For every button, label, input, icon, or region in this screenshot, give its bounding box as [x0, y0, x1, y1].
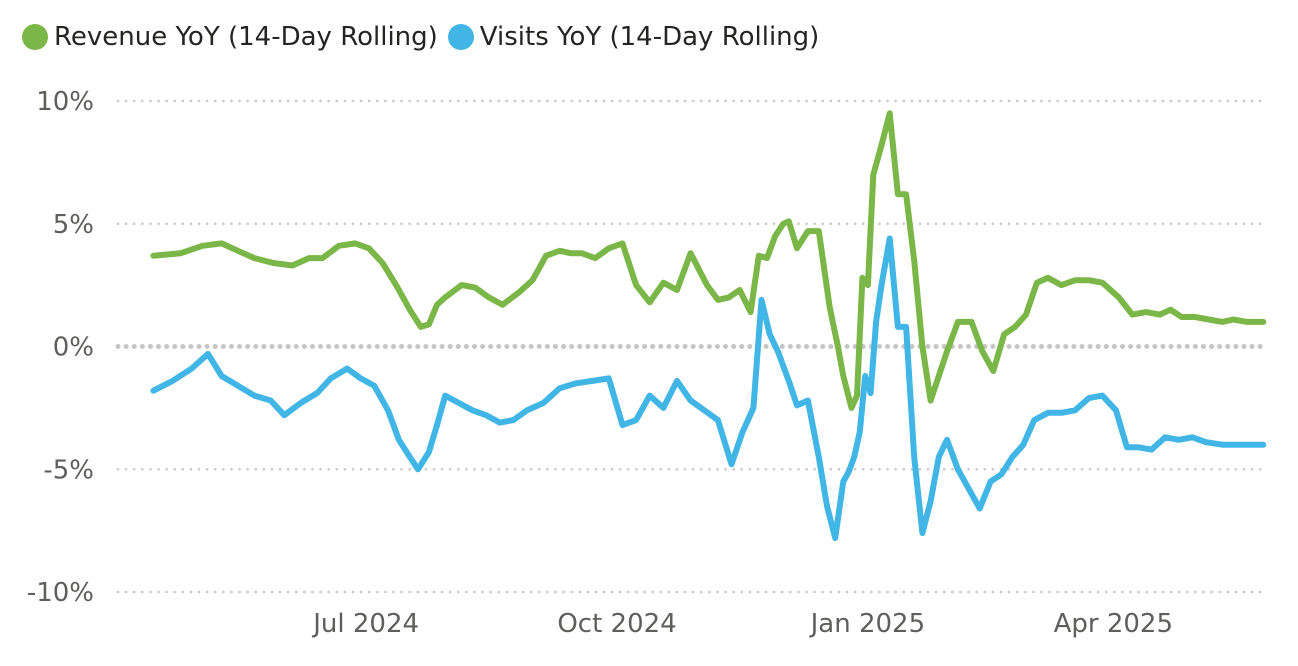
- x-tick-label: Apr 2025: [1054, 609, 1173, 639]
- y-axis: 10% 5% 0% -5% -10%: [27, 87, 94, 608]
- x-axis: Jul 2024 Oct 2024 Jan 2025 Apr 2025: [311, 609, 1173, 639]
- x-tick-label: Jan 2025: [809, 609, 926, 639]
- legend-marker-visits: [447, 24, 474, 50]
- y-tick-label: 5%: [53, 210, 94, 240]
- gridlines: [115, 99, 1269, 594]
- series-line-visits[interactable]: [150, 235, 1267, 541]
- legend-label-visits: Visits YoY (14-Day Rolling): [479, 22, 820, 52]
- legend-label-revenue: Revenue YoY (14-Day Rolling): [54, 22, 438, 52]
- x-tick-label: Oct 2024: [557, 609, 676, 639]
- series-line-revenue[interactable]: [150, 110, 1267, 411]
- y-tick-label: -5%: [43, 455, 94, 485]
- legend-item-revenue[interactable]: Revenue YoY (14-Day Rolling): [22, 22, 438, 52]
- legend-marker-revenue: [22, 24, 48, 50]
- y-tick-label: 10%: [36, 87, 94, 117]
- y-tick-label: 0%: [53, 333, 94, 363]
- legend-item-visits[interactable]: Visits YoY (14-Day Rolling): [447, 22, 820, 52]
- x-tick-label: Jul 2024: [311, 609, 419, 639]
- y-tick-label: -10%: [27, 578, 94, 608]
- series-layer: [150, 110, 1267, 541]
- legend: Revenue YoY (14-Day Rolling) Visits YoY …: [22, 22, 829, 52]
